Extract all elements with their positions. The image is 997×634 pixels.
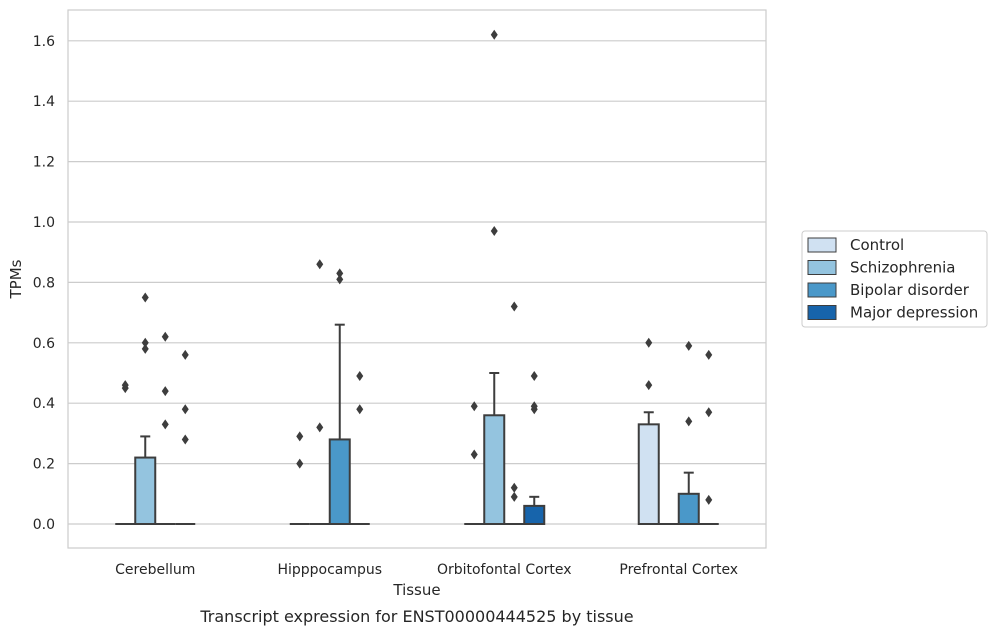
box-2-3 — [677, 492, 700, 525]
outlier-box-0-1-0 — [296, 458, 304, 469]
y-tick-label-1: 0.2 — [33, 457, 55, 473]
legend-label-1: Schizophrenia — [850, 259, 955, 277]
x-tick-label-3: Prefrontal Cortex — [619, 562, 738, 578]
outlier-box-3-2-1 — [530, 401, 538, 412]
outlier-box-3-3-2 — [705, 349, 713, 360]
outlier-box-2-0-0 — [161, 419, 169, 430]
outlier-box-0-0-1 — [121, 380, 129, 391]
gridlines — [68, 40, 766, 525]
legend-swatch-3 — [807, 305, 837, 320]
box-1-0 — [134, 456, 157, 525]
outlier-box-0-2-0 — [470, 449, 478, 460]
outlier-box-2-2-1 — [510, 482, 518, 493]
outlier-box-3-3-1 — [705, 407, 713, 418]
x-axis-label: Tissue — [392, 581, 440, 599]
y-tick-label-2: 0.4 — [33, 396, 55, 412]
outlier-box-2-3-0 — [685, 416, 693, 427]
outlier-box-1-0-0 — [141, 343, 149, 354]
y-tick-label-6: 1.2 — [33, 155, 55, 171]
outlier-box-3-0-1 — [181, 404, 189, 415]
outlier-box-2-3-1 — [685, 340, 693, 351]
outlier-box-1-0-2 — [141, 292, 149, 303]
legend-label-2: Bipolar disorder — [850, 281, 970, 299]
outlier-box-3-3-0 — [705, 494, 713, 505]
x-tick-labels: Cerebellum Hipppocampus Orbitofontal Corte… — [115, 562, 738, 578]
outlier-box-2-0-2 — [161, 331, 169, 342]
boxes-layer — [115, 29, 719, 526]
outlier-box-2-2-2 — [510, 301, 518, 312]
x-tick-label-1: Hipppocampus — [277, 562, 382, 578]
y-tick-label-7: 1.4 — [33, 94, 55, 110]
plot-frame — [67, 9, 767, 549]
outlier-box-3-2-2 — [530, 371, 538, 382]
legend-swatch-2 — [807, 282, 837, 298]
outlier-box-0-2-1 — [470, 401, 478, 412]
outlier-box-1-2-1 — [490, 29, 498, 40]
y-axis-label: TPMs — [7, 259, 25, 299]
x-tick-label-0: Cerebellum — [115, 562, 195, 578]
outlier-box-1-0-1 — [141, 337, 149, 348]
legend-label-3: Major depression — [850, 304, 978, 322]
legend-swatch-1 — [807, 260, 837, 275]
box-1-2 — [483, 414, 506, 525]
chart-caption: Transcript expression for ENST0000044452… — [199, 607, 633, 626]
outlier-box-3-0-0 — [181, 434, 189, 445]
x-tick-label-2: Orbitofontal Cortex — [437, 562, 572, 578]
outlier-box-0-3-0 — [645, 380, 653, 391]
y-tick-label-8: 1.6 — [33, 34, 55, 50]
box-0-3 — [637, 423, 660, 525]
legend-swatch-0 — [807, 237, 837, 253]
box-2-1 — [328, 438, 351, 525]
outlier-box-0-1-1 — [296, 431, 304, 442]
legend-frame — [801, 230, 988, 328]
outlier-box-3-1-0 — [356, 404, 364, 415]
outlier-box-2-0-1 — [161, 386, 169, 397]
outlier-box-0-3-1 — [645, 337, 653, 348]
outlier-box-2-1-0 — [336, 274, 344, 285]
y-tick-labels: 0.0 0.2 0.4 0.6 0.8 1.0 1.2 1.4 1.6 — [33, 34, 55, 533]
outlier-box-1-1-0 — [316, 422, 324, 433]
outlier-box-1-2-0 — [490, 226, 498, 237]
outlier-box-2-2-0 — [510, 491, 518, 502]
box-3-2 — [523, 504, 546, 526]
outlier-box-3-0-2 — [181, 349, 189, 360]
y-tick-label-3: 0.6 — [33, 336, 55, 352]
y-tick-label-4: 0.8 — [33, 275, 55, 291]
y-tick-label-0: 0.0 — [33, 517, 55, 533]
legend: Control Schizophrenia Bipolar disorder Majo… — [801, 230, 988, 328]
outlier-box-3-1-1 — [356, 371, 364, 382]
plot-area — [68, 10, 766, 548]
legend-label-0: Control — [850, 236, 904, 254]
outlier-box-2-1-1 — [336, 268, 344, 279]
outlier-box-1-1-1 — [316, 259, 324, 270]
y-tick-label-5: 1.0 — [33, 215, 55, 231]
